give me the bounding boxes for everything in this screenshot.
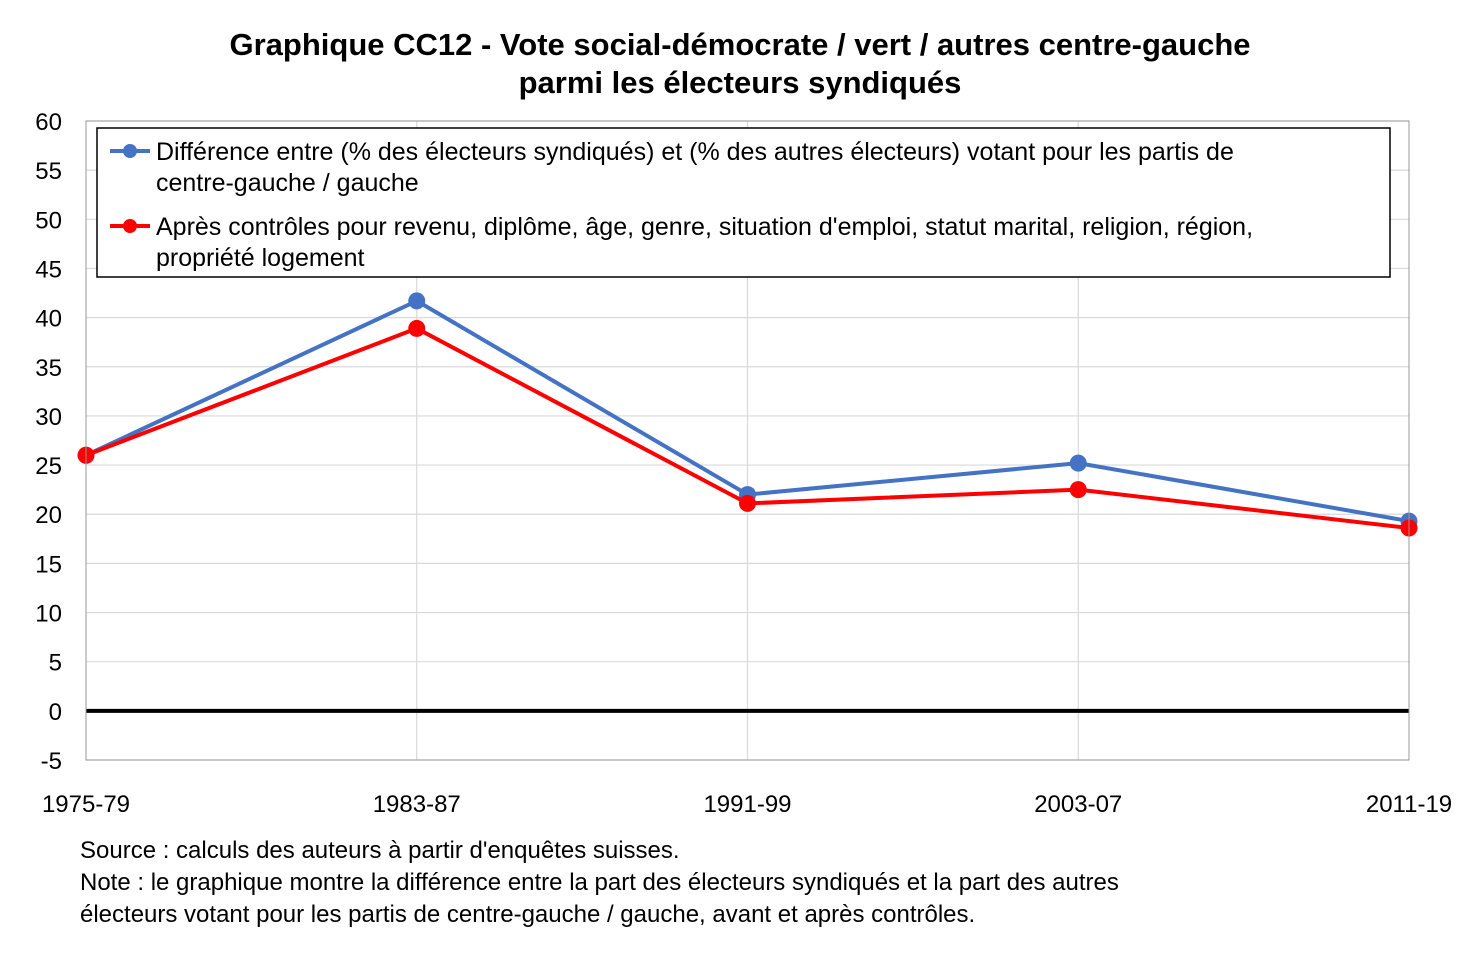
series-2-point <box>1069 481 1087 499</box>
x-tick-label: 1975-79 <box>42 791 130 818</box>
y-tick-label: 20 <box>35 502 62 529</box>
footnote-line-2: électeurs votant pour les partis de cent… <box>80 901 976 928</box>
y-tick-label: 50 <box>35 207 62 234</box>
source-note: Source : calculs des auteurs à partir d'… <box>80 837 680 864</box>
legend-label-series-1-line-1: Différence entre (% des électeurs syndiq… <box>156 138 1234 166</box>
legend-box <box>96 127 1391 278</box>
legend-label-series-1-line-2: centre-gauche / gauche <box>156 169 419 197</box>
footnote-line-1: Note : le graphique montre la différence… <box>80 869 1119 896</box>
y-tick-label: 40 <box>35 306 62 333</box>
x-tick-label: 2011-19 <box>1366 791 1452 818</box>
x-tick-label: 2003-07 <box>1034 791 1122 818</box>
legend: Différence entre (% des électeurs syndiq… <box>96 127 1391 278</box>
chart-title: Graphique CC12 - Vote social-démocrate /… <box>229 27 1251 62</box>
y-tick-label: 45 <box>35 256 62 283</box>
y-tick-label: 5 <box>49 650 62 677</box>
x-tick-label: 1983-87 <box>373 791 461 818</box>
y-tick-label: 60 <box>35 109 62 136</box>
y-tick-label: 15 <box>35 551 62 578</box>
series-2-point <box>739 494 756 512</box>
y-tick-label: -5 <box>41 748 62 775</box>
x-tick-label: 1991-99 <box>703 791 791 818</box>
chart-subtitle: parmi les électeurs syndiqués <box>518 65 962 100</box>
y-tick-label: 25 <box>35 453 62 480</box>
legend-label-series-2-line-1: Après contrôles pour revenu, diplôme, âg… <box>156 213 1253 241</box>
y-tick-label: 55 <box>35 158 62 185</box>
y-tick-label: 10 <box>35 601 62 628</box>
y-tick-label: 0 <box>49 699 62 726</box>
legend-label-series-2-line-2: propriété logement <box>156 244 365 272</box>
series-layer <box>77 292 1418 537</box>
series-1-point <box>408 292 426 310</box>
x-axis-ticks: 1975-79 1983-87 1991-99 2003-07 2011-19 <box>42 791 1452 818</box>
plot-border <box>85 120 1410 761</box>
series-1-point <box>1069 454 1087 472</box>
y-tick-label: 30 <box>35 404 62 431</box>
y-tick-label: 35 <box>35 355 62 382</box>
legend-marker-series-2 <box>123 219 137 233</box>
grid-lines <box>86 120 1409 761</box>
legend-marker-series-1 <box>123 144 137 158</box>
series-2-point <box>408 319 426 337</box>
